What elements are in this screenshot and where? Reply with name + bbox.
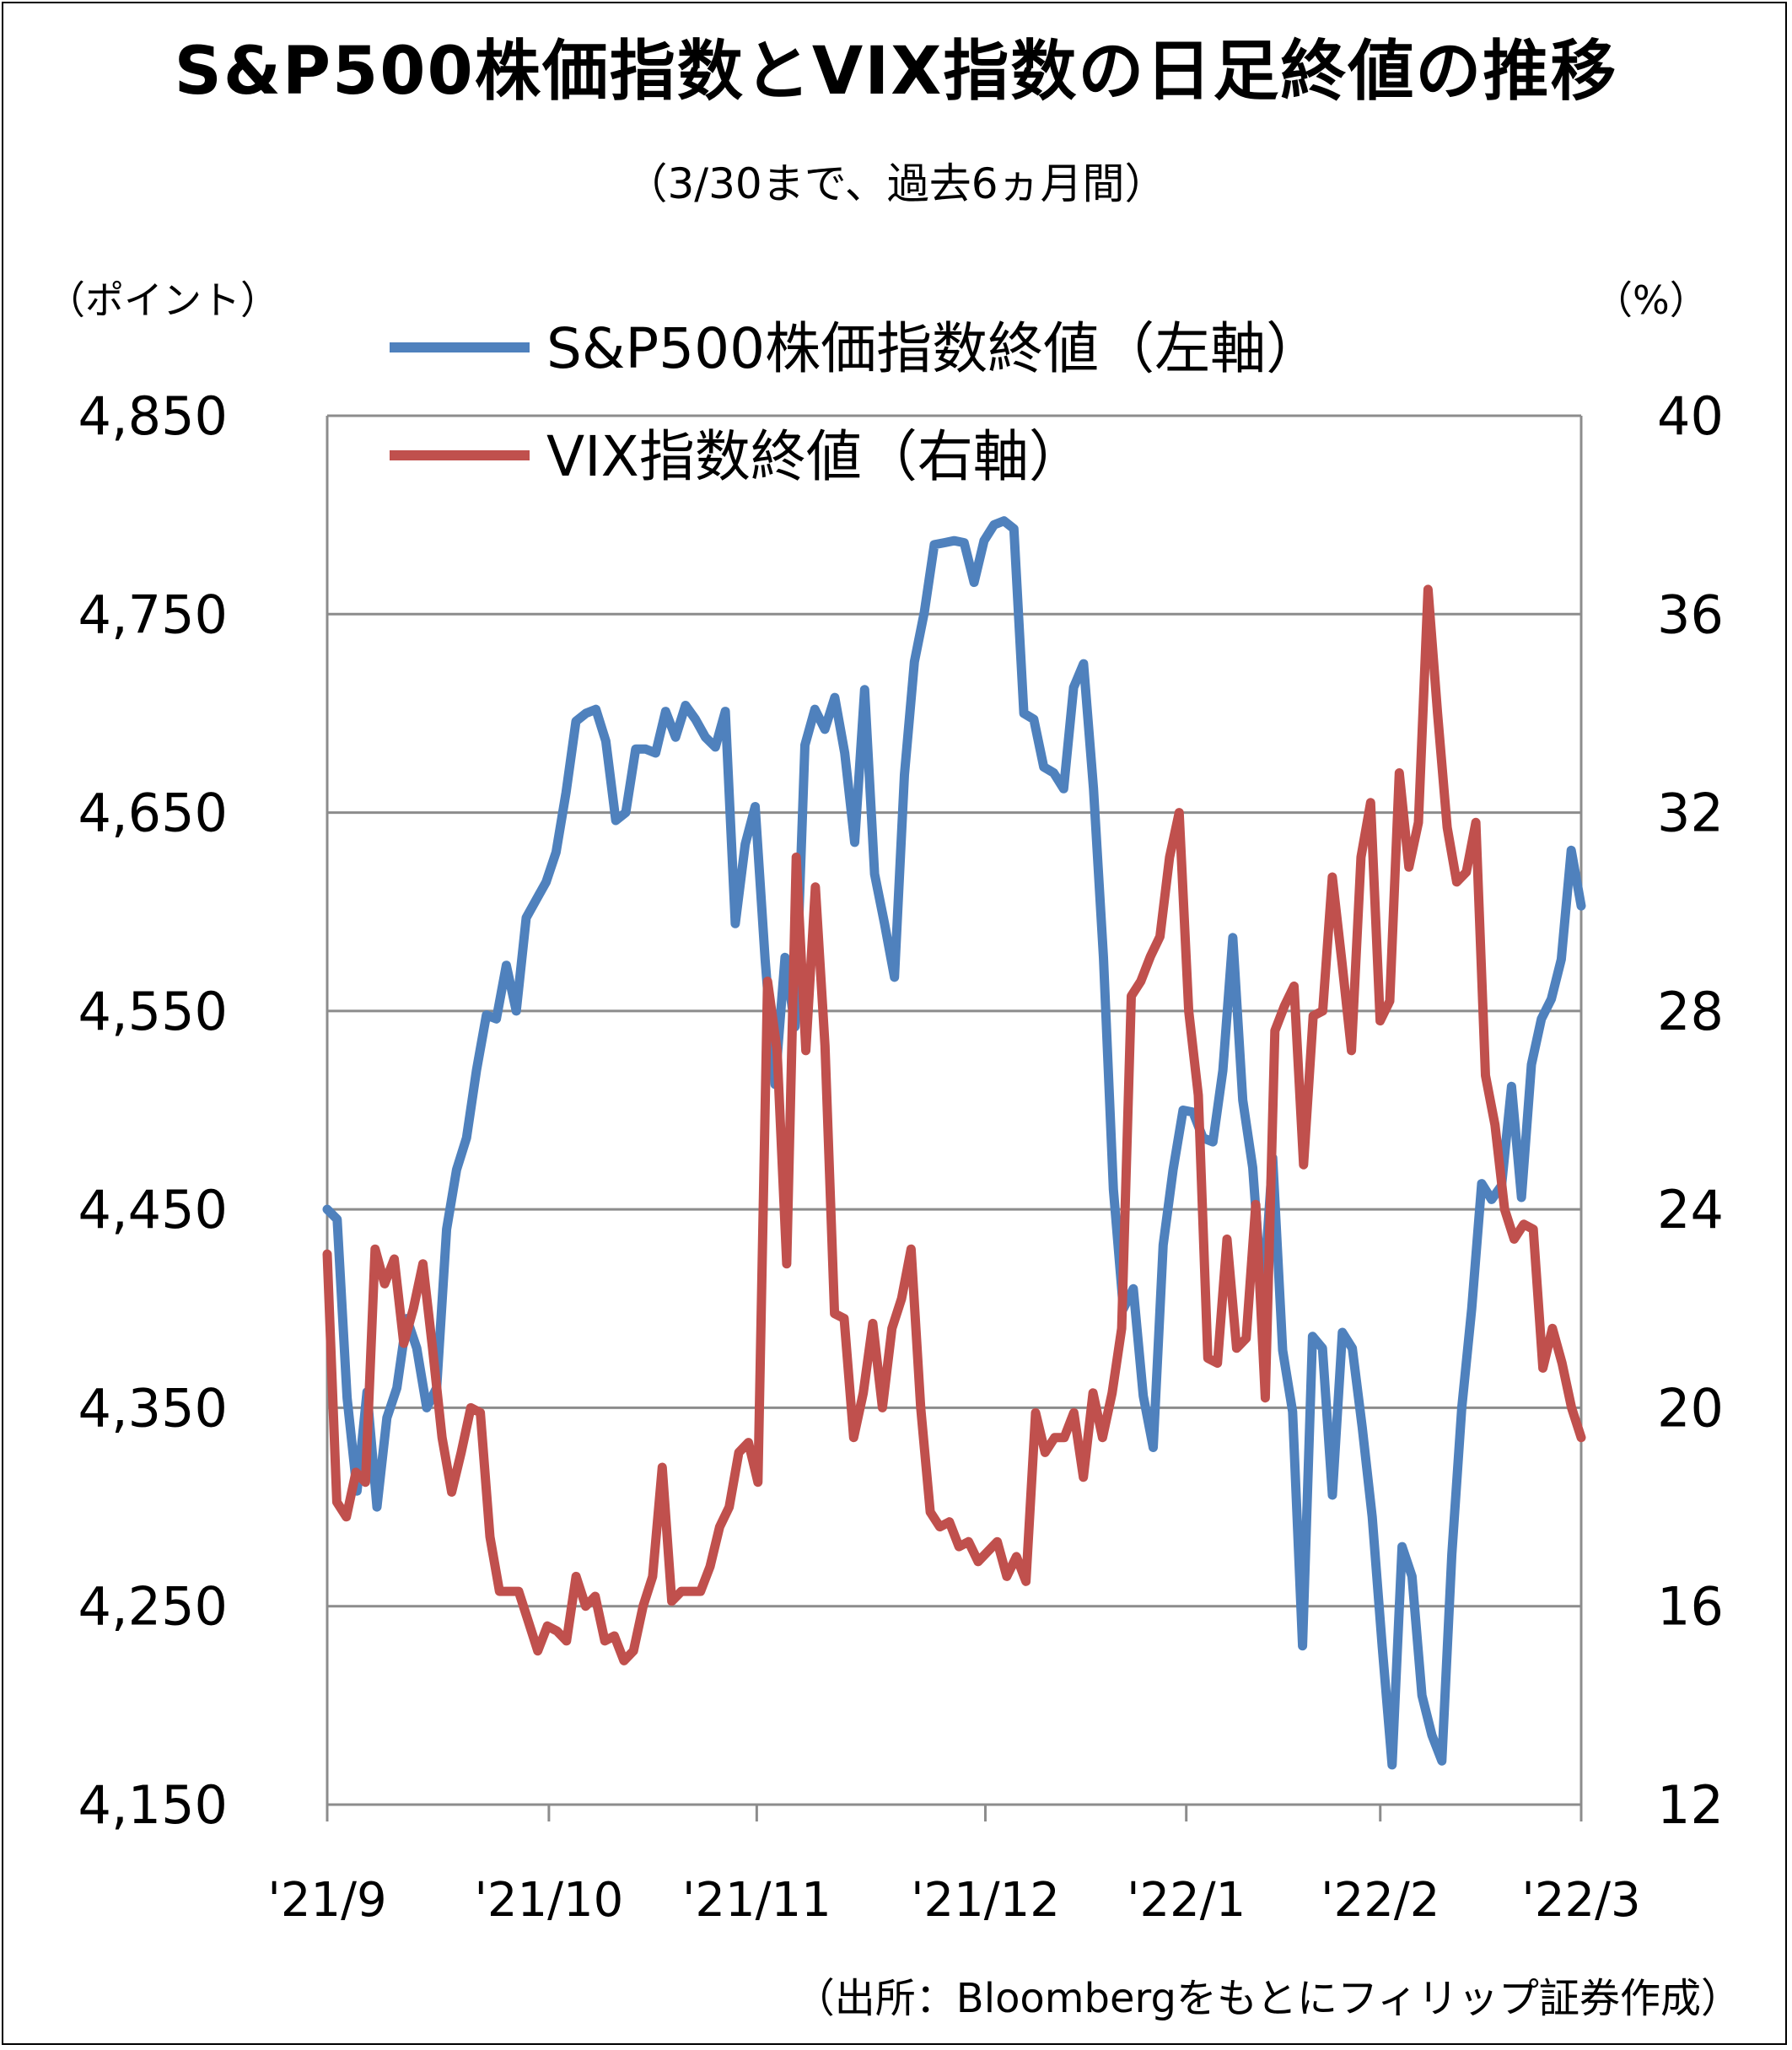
left-tick-label: 4,850: [78, 385, 229, 447]
left-tick-label: 4,550: [78, 981, 229, 1042]
x-tick-label: '21/10: [475, 1873, 624, 1928]
right-tick-label: 12: [1657, 1774, 1724, 1836]
x-tick-label: '22/2: [1321, 1873, 1440, 1928]
axes: [326, 416, 1583, 1806]
x-tick-label: '21/11: [682, 1873, 831, 1928]
right-tick-label: 16: [1657, 1576, 1724, 1638]
x-tick-label: '22/3: [1521, 1873, 1640, 1928]
x-tick-label: '21/9: [267, 1873, 386, 1928]
left-tick-label: 4,350: [78, 1377, 229, 1439]
left-tick-label: 4,150: [78, 1774, 229, 1836]
left-tick-label: 4,650: [78, 783, 229, 844]
right-axis-unit: （%）: [1594, 277, 1709, 323]
x-tick-label: '21/12: [911, 1873, 1060, 1928]
left-axis-ticks: 4,850 4,750 4,650 4,550 4,450 4,350 4,250 4,150: [78, 385, 229, 1836]
right-tick-label: 32: [1657, 783, 1724, 844]
gridlines: [327, 414, 1581, 1608]
right-tick-label: 28: [1657, 981, 1724, 1042]
sp500-series-line: [322, 516, 1586, 1770]
left-axis-unit: （ポイント）: [46, 277, 279, 323]
right-axis-ticks: 40 36 32 28 24 20 16 12: [1657, 385, 1724, 1836]
vix-series-line: [322, 584, 1586, 1665]
right-tick-label: 20: [1657, 1377, 1724, 1439]
legend: S&P500株価指数終値（左軸） VIX指数終値（右軸）: [390, 316, 1321, 489]
legend-label-sp500: S&P500株価指数終値（左軸）: [546, 316, 1321, 381]
x-axis-ticks: '21/9 '21/10 '21/11 '21/12 '22/1 '22/2 '22/3: [267, 1805, 1641, 1928]
chart-title: S&P500株価指数とVIX指数の日足終値の推移: [174, 34, 1618, 110]
x-tick-label: '22/1: [1127, 1873, 1246, 1928]
right-tick-label: 24: [1657, 1179, 1724, 1240]
left-tick-label: 4,750: [78, 584, 229, 645]
chart-subtitle: （3/30まで、過去6ヵ月間）: [625, 159, 1167, 208]
right-tick-label: 40: [1657, 385, 1724, 447]
right-tick-label: 36: [1657, 584, 1724, 645]
left-tick-label: 4,250: [78, 1576, 229, 1638]
series-lines: [322, 516, 1586, 1770]
source-note: （出所：Bloombergをもとにフィリップ証券作成）: [794, 1975, 1741, 2022]
left-tick-label: 4,450: [78, 1179, 229, 1240]
legend-label-vix: VIX指数終値（右軸）: [546, 424, 1084, 489]
